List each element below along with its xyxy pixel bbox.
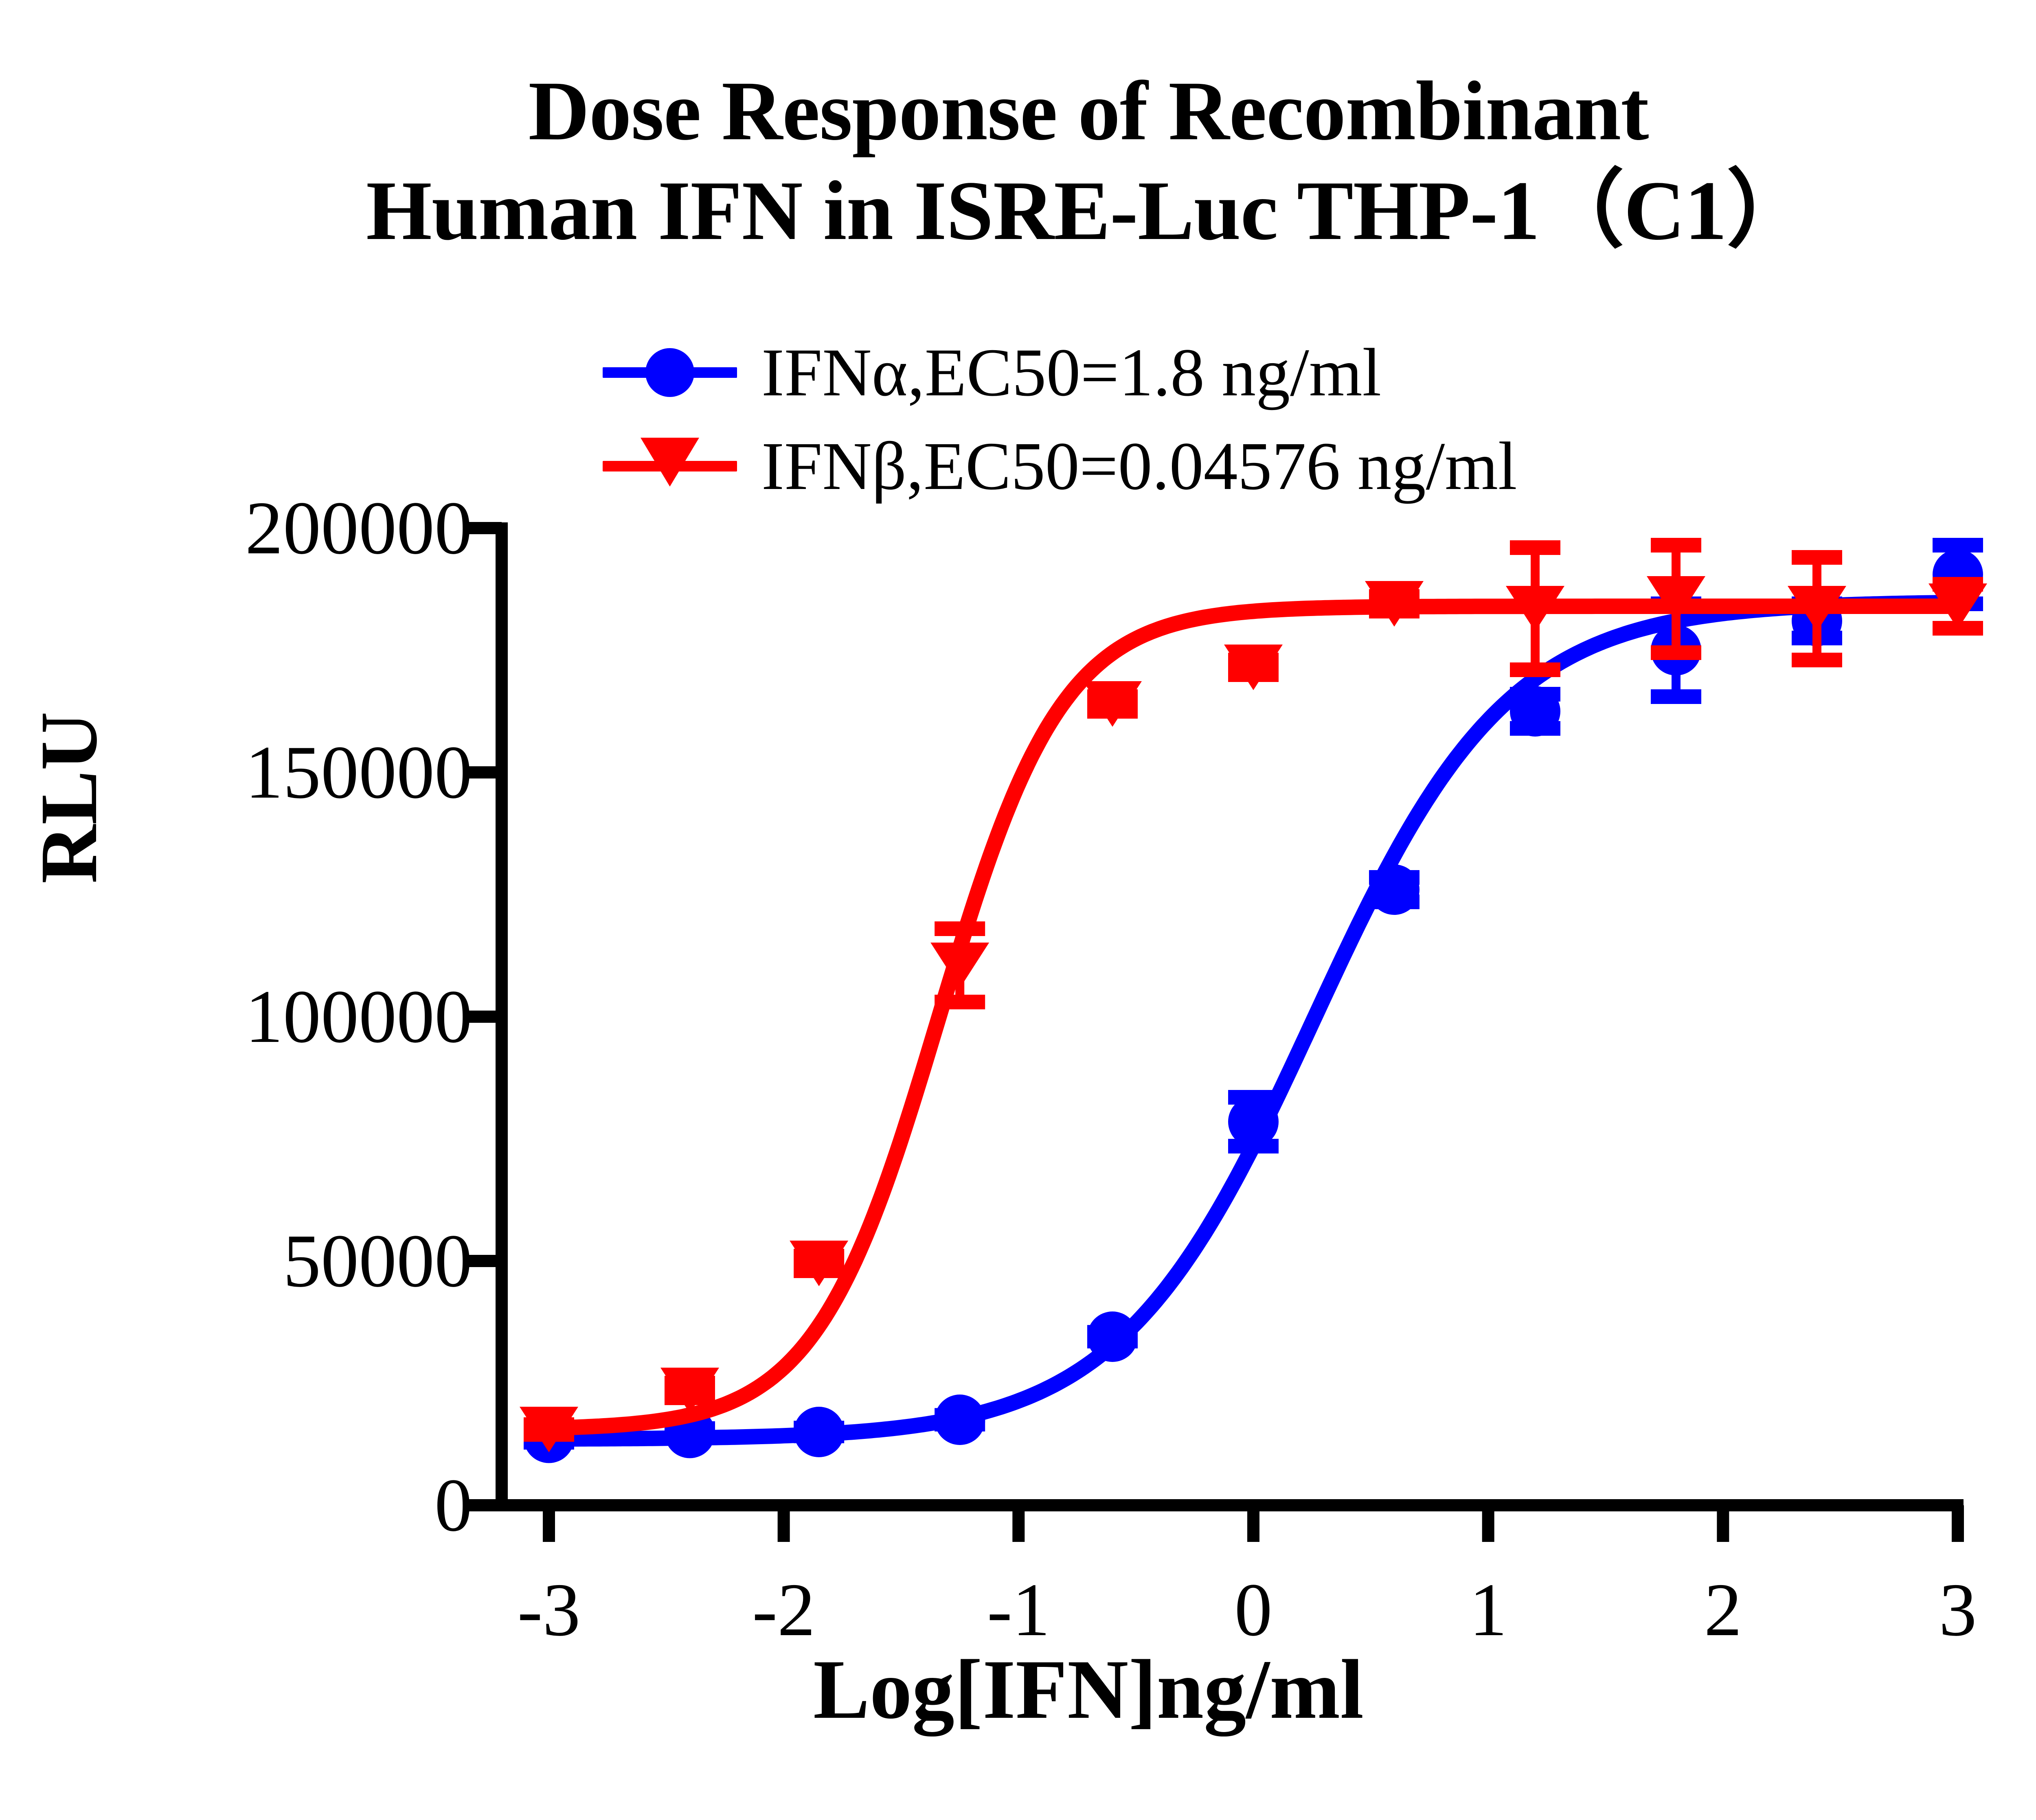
legend-label-ifn-alpha: IFNα,EC50=1.8 ng/ml (761, 334, 1382, 410)
data-series (520, 538, 1987, 1463)
axes (465, 522, 1964, 1542)
legend-key-ifn-alpha (603, 348, 737, 397)
data-point-triangle[interactable] (1647, 576, 1705, 622)
data-point-triangle[interactable] (1506, 586, 1564, 632)
data-point-triangle[interactable] (520, 1407, 578, 1452)
fit-curve (543, 599, 1964, 1436)
x-tick-label: 0 (1234, 1568, 1272, 1652)
chart-legend: IFNα,EC50=1.8 ng/ml IFNβ,EC50=0.04576 ng… (603, 326, 1517, 513)
y-tick-label: 50000 (283, 1219, 472, 1303)
data-point-circle[interactable] (1369, 864, 1419, 915)
circle-marker-icon (645, 348, 694, 397)
x-tick-label: -2 (752, 1568, 816, 1652)
data-point-triangle[interactable] (1928, 583, 1987, 629)
data-point-triangle[interactable] (790, 1241, 849, 1286)
data-point-triangle[interactable] (1224, 645, 1283, 690)
triangle-down-marker-icon (641, 438, 699, 487)
chart-title-line-2: Human IFN in ISRE-Luc THP-1（C1） (366, 164, 1811, 258)
x-axis-label: Log[IFN]ng/ml (813, 1642, 1364, 1736)
chart-title-line-1: Dose Response of Recombinant (528, 64, 1649, 158)
data-point-circle[interactable] (794, 1407, 845, 1457)
x-tick-label: -3 (517, 1568, 581, 1652)
legend-item-ifn-alpha[interactable]: IFNα,EC50=1.8 ng/ml (603, 326, 1517, 419)
data-point-triangle[interactable] (660, 1368, 719, 1413)
legend-label-ifn-beta: IFNβ,EC50=0.04576 ng/ml (761, 428, 1517, 504)
legend-item-ifn-beta[interactable]: IFNβ,EC50=0.04576 ng/ml (603, 419, 1517, 513)
y-tick-label: 100000 (245, 975, 472, 1059)
x-tick-label: -1 (987, 1568, 1050, 1652)
data-point-circle[interactable] (1087, 1311, 1138, 1362)
series-ifn-beta (520, 538, 1987, 1452)
data-point-circle[interactable] (935, 1395, 985, 1445)
x-tick-label: 2 (1704, 1568, 1742, 1652)
x-tick-label: 3 (1939, 1568, 1977, 1652)
y-tick-label: 200000 (245, 486, 472, 570)
legend-key-ifn-beta (603, 438, 737, 489)
data-point-triangle[interactable] (1365, 581, 1424, 627)
y-tick-label: 150000 (245, 730, 472, 814)
data-point-circle[interactable] (1510, 686, 1560, 737)
data-point-triangle[interactable] (930, 943, 989, 988)
data-point-circle[interactable] (1228, 1096, 1279, 1147)
data-point-triangle[interactable] (1788, 586, 1846, 632)
x-tick-label: 1 (1469, 1568, 1507, 1652)
data-point-triangle[interactable] (1083, 681, 1142, 727)
chart-title: Dose Response of Recombinant Human IFN i… (0, 61, 2036, 261)
fit-curve (543, 594, 1964, 1447)
